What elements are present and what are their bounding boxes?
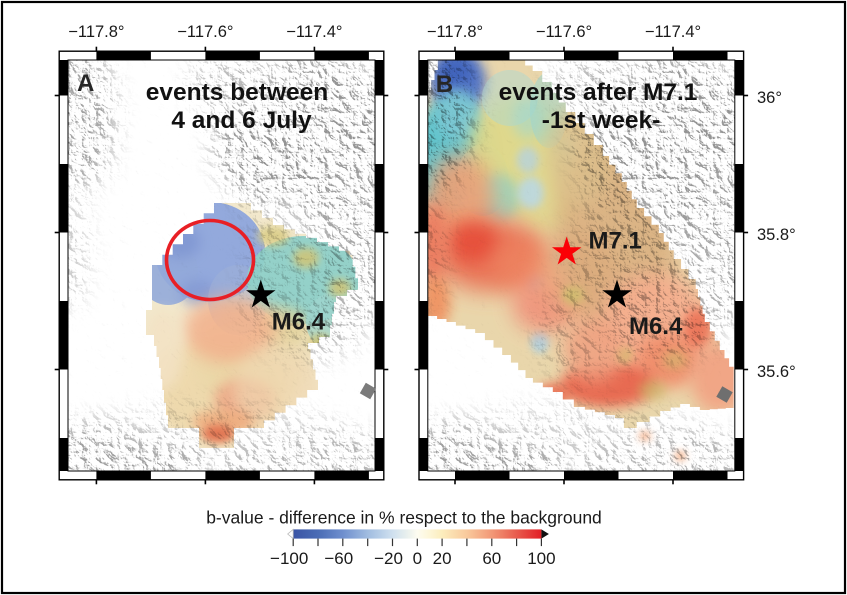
svg-text:−117.6°: −117.6° (177, 23, 233, 41)
svg-text:b-value - difference in % resp: b-value - difference in % respect to the… (206, 507, 602, 527)
svg-text:events after M7.1: events after M7.1 (499, 79, 698, 106)
svg-text:events between: events between (146, 79, 328, 106)
svg-text:−117.8°: −117.8° (427, 23, 483, 41)
svg-text:20: 20 (433, 549, 452, 568)
svg-text:36°: 36° (757, 89, 782, 107)
svg-text:35.6°: 35.6° (757, 363, 796, 381)
svg-text:−117.4°: −117.4° (645, 23, 701, 41)
svg-text:4 and 6 July: 4 and 6 July (171, 107, 312, 134)
svg-text:M7.1: M7.1 (589, 228, 642, 255)
svg-text:B: B (436, 71, 453, 98)
svg-text:100: 100 (527, 549, 555, 568)
svg-text:0: 0 (413, 549, 422, 568)
svg-text:M6.4: M6.4 (272, 309, 326, 336)
svg-text:−20: −20 (374, 549, 403, 568)
svg-text:−60: −60 (324, 549, 353, 568)
svg-text:−117.4°: −117.4° (286, 23, 342, 41)
svg-text:60: 60 (482, 549, 501, 568)
svg-text:M6.4: M6.4 (629, 313, 683, 340)
svg-text:−117.8°: −117.8° (68, 23, 124, 41)
svg-text:-1st week-: -1st week- (542, 107, 660, 134)
svg-text:−117.6°: −117.6° (536, 23, 592, 41)
svg-text:35.8°: 35.8° (757, 226, 796, 244)
svg-text:−100: −100 (270, 549, 308, 568)
svg-text:A: A (77, 70, 94, 97)
